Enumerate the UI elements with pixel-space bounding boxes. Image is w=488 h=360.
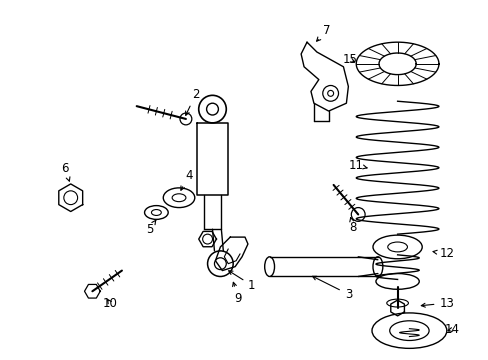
Text: 4: 4: [181, 168, 192, 190]
Text: 13: 13: [421, 297, 453, 310]
Text: 9: 9: [232, 282, 242, 305]
Text: 12: 12: [432, 247, 453, 260]
Text: 2: 2: [185, 88, 199, 115]
Text: 10: 10: [102, 297, 117, 310]
Text: 14: 14: [443, 323, 458, 336]
Text: 6: 6: [61, 162, 70, 181]
Text: 3: 3: [312, 276, 351, 301]
Text: 7: 7: [316, 24, 330, 41]
Text: 11: 11: [348, 159, 366, 172]
Text: 15: 15: [342, 53, 357, 66]
Text: 5: 5: [145, 220, 156, 236]
Text: 8: 8: [349, 217, 356, 234]
Text: 1: 1: [228, 271, 255, 292]
